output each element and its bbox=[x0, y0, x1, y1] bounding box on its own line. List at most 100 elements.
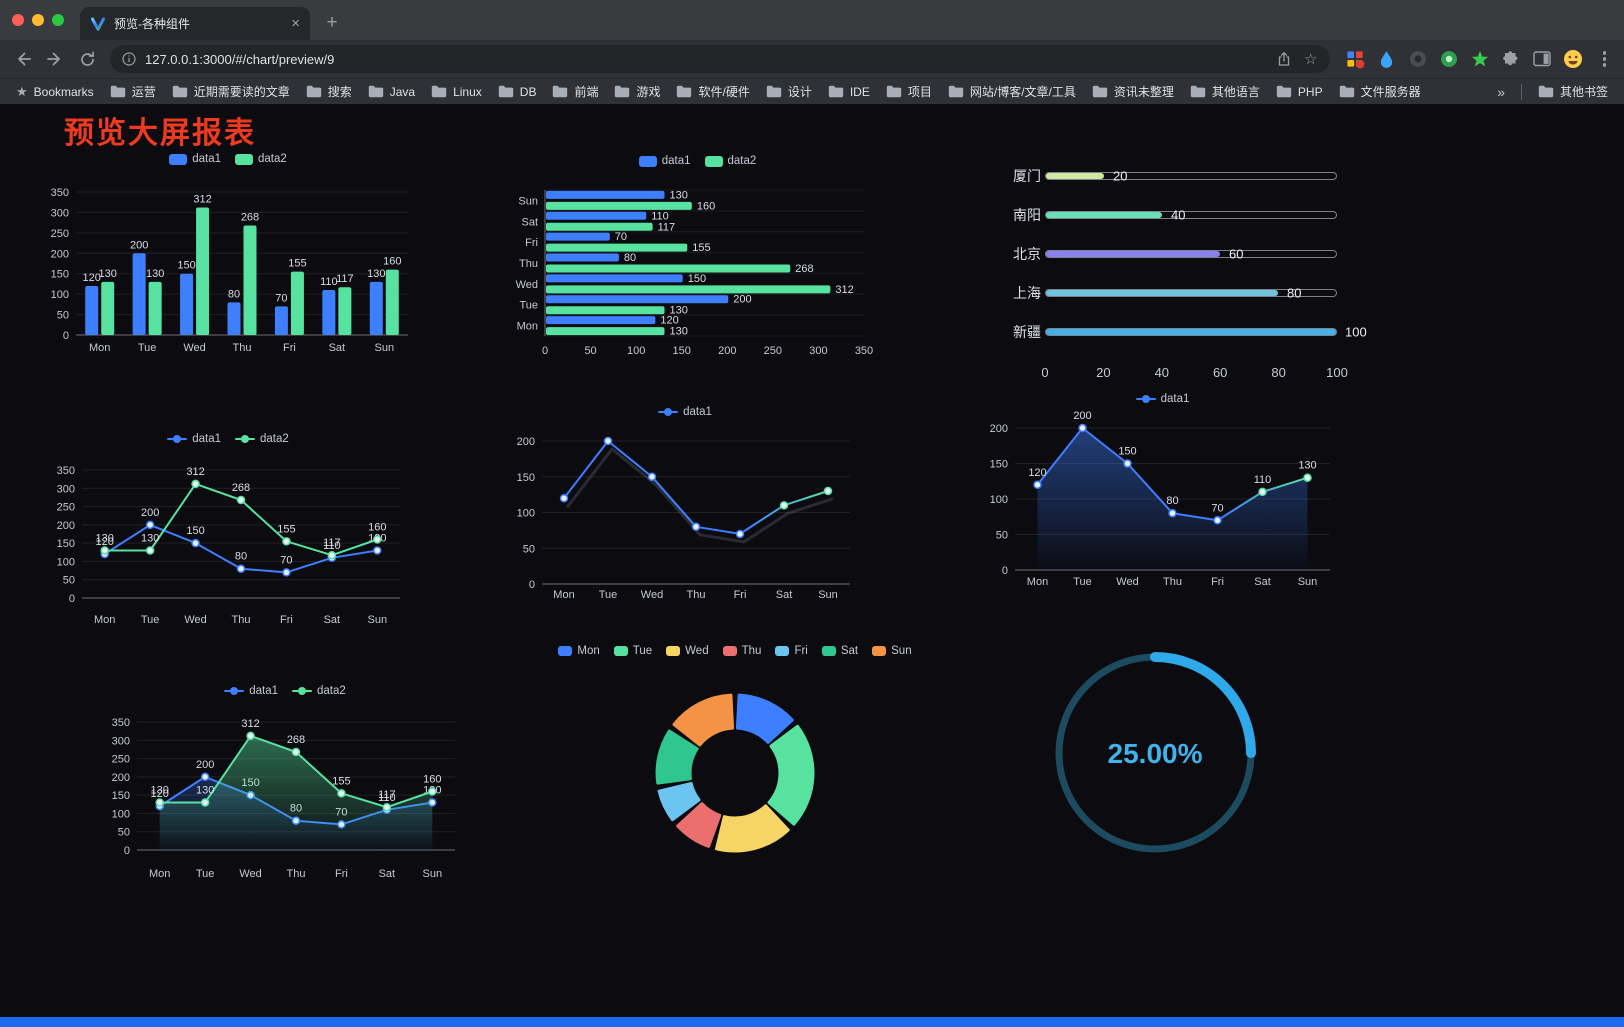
progress-track: 80 bbox=[1045, 285, 1337, 300]
bookmark-item[interactable]: DB bbox=[498, 85, 536, 99]
bookmark-item[interactable]: PHP bbox=[1276, 85, 1323, 99]
bookmark-item[interactable]: 近期需要读的文章 bbox=[172, 83, 290, 100]
bookmark-item[interactable]: 游戏 bbox=[614, 83, 660, 100]
chart-horizontal-bar: data1 data2 0 50 100 150 200 250 300 350 Mon 120 130… bbox=[505, 150, 890, 362]
forward-button[interactable] bbox=[40, 44, 70, 74]
progress-value: 80 bbox=[1287, 285, 1302, 300]
legend-item-Sun[interactable]: Sun bbox=[872, 645, 912, 657]
svg-text:300: 300 bbox=[51, 207, 69, 219]
donut-slice-Thu[interactable] bbox=[676, 802, 722, 848]
donut-slice-Sat[interactable] bbox=[655, 729, 699, 785]
new-tab-button[interactable]: + bbox=[326, 12, 338, 33]
donut-slice-Sun[interactable] bbox=[672, 693, 735, 747]
legend-item-data1[interactable]: data1 bbox=[1135, 393, 1189, 405]
other-bookmarks-item[interactable]: 其他书签 bbox=[1538, 83, 1608, 100]
legend-item-data2[interactable]: data2 bbox=[235, 433, 289, 445]
svg-text:150: 150 bbox=[186, 525, 204, 537]
bookmark-item[interactable]: 设计 bbox=[766, 83, 812, 100]
svg-text:268: 268 bbox=[287, 734, 305, 746]
legend-item-Tue[interactable]: Tue bbox=[613, 645, 653, 657]
profile-avatar-emoji-icon[interactable] bbox=[1563, 49, 1583, 69]
back-arrow-icon bbox=[18, 52, 31, 66]
svg-text:150: 150 bbox=[673, 345, 691, 357]
donut-slice-Mon[interactable] bbox=[735, 693, 794, 744]
bookmark-item[interactable]: IDE bbox=[828, 85, 870, 99]
bookmark-item[interactable]: 前端 bbox=[552, 83, 598, 100]
site-info-icon[interactable] bbox=[122, 52, 136, 66]
window-controls bbox=[12, 14, 64, 26]
bookmark-star-icon[interactable]: ☆ bbox=[1304, 50, 1318, 68]
bookmark-item[interactable]: 文件服务器 bbox=[1339, 83, 1421, 100]
refresh-button[interactable] bbox=[72, 44, 102, 74]
svg-text:200: 200 bbox=[112, 772, 130, 784]
bookmark-item[interactable]: Java bbox=[368, 85, 415, 99]
extension-dark-circle-icon[interactable] bbox=[1408, 49, 1428, 69]
chart-canvas: 050100150200250300350Mon120130Tue200130W… bbox=[51, 187, 408, 354]
legend-item-data1[interactable]: data1 bbox=[167, 433, 221, 445]
bookmark-item[interactable]: 搜索 bbox=[306, 83, 352, 100]
bookmark-item[interactable]: 资讯未整理 bbox=[1092, 83, 1174, 100]
svg-text:Mon: Mon bbox=[149, 868, 170, 880]
bookmarks-overflow-chevron[interactable]: » bbox=[1497, 83, 1505, 100]
svg-text:130: 130 bbox=[141, 532, 159, 544]
legend-label: Sun bbox=[891, 645, 912, 657]
dashboard-page: 预览大屏报表 data1 data2 0 50 100 150 200 250 300 350 Mo… bbox=[0, 104, 1624, 1027]
minimize-window-button[interactable] bbox=[32, 14, 44, 26]
svg-text:100: 100 bbox=[517, 508, 535, 520]
legend-item-Fri[interactable]: Fri bbox=[775, 645, 808, 657]
progress-track: 20 bbox=[1045, 168, 1337, 183]
donut-slice-Wed[interactable] bbox=[715, 804, 790, 853]
browser-menu-button[interactable] bbox=[1593, 51, 1617, 67]
bookmark-item[interactable]: 项目 bbox=[886, 83, 932, 100]
bookmark-item[interactable]: 运营 bbox=[110, 83, 156, 100]
extension-blue-drop-icon[interactable] bbox=[1377, 49, 1397, 69]
tab-favicon-icon bbox=[90, 16, 106, 32]
chart-legend: data1 bbox=[985, 393, 1340, 405]
legend-item-data2[interactable]: data2 bbox=[292, 685, 346, 697]
bookmark-item[interactable]: 软件/硬件 bbox=[676, 83, 750, 100]
chart-canvas: 25.00% bbox=[1055, 652, 1256, 853]
legend-item-Wed[interactable]: Wed bbox=[666, 645, 709, 657]
svg-text:Tue: Tue bbox=[196, 868, 215, 880]
legend-swatch bbox=[558, 646, 573, 656]
legend-item-data1[interactable]: data1 bbox=[658, 406, 712, 418]
legend-item-data1[interactable]: data1 bbox=[638, 155, 691, 167]
url-bar[interactable]: 127.0.0.1:3000/#/chart/preview/9 ☆ bbox=[110, 45, 1330, 73]
bookmark-item[interactable]: 网站/博客/文章/工具 bbox=[948, 83, 1076, 100]
extension-green-star-icon[interactable] bbox=[1470, 49, 1490, 69]
progress-value: 20 bbox=[1113, 168, 1128, 183]
axis-tick: 80 bbox=[1271, 365, 1286, 380]
bookmarks-root-item[interactable]: ★ Bookmarks bbox=[16, 85, 94, 99]
donut-slice-Tue[interactable] bbox=[767, 724, 815, 826]
bookmark-item[interactable]: Linux bbox=[431, 85, 482, 99]
svg-text:Fri: Fri bbox=[525, 237, 538, 249]
tab-close-icon[interactable]: × bbox=[291, 15, 300, 32]
extension-grid-apps-icon[interactable] bbox=[1346, 49, 1366, 69]
url-text[interactable]: 127.0.0.1:3000/#/chart/preview/9 bbox=[145, 51, 335, 67]
close-window-button[interactable] bbox=[12, 14, 24, 26]
legend-item-data1[interactable]: data1 bbox=[169, 153, 221, 165]
legend-item-Mon[interactable]: Mon bbox=[558, 645, 600, 657]
legend-item-data1[interactable]: data1 bbox=[224, 685, 278, 697]
donut-slice-Fri[interactable] bbox=[657, 782, 701, 822]
legend-label: Tue bbox=[632, 645, 653, 657]
bookmark-item[interactable]: 其他语言 bbox=[1190, 83, 1260, 100]
share-icon[interactable] bbox=[1276, 51, 1292, 67]
browser-tab[interactable]: 预览-各种组件 × bbox=[80, 7, 310, 40]
legend-item-data2[interactable]: data2 bbox=[704, 155, 756, 167]
extensions-puzzle-icon[interactable] bbox=[1501, 49, 1521, 69]
side-panel-icon[interactable] bbox=[1532, 49, 1552, 69]
svg-text:50: 50 bbox=[57, 310, 69, 322]
back-button[interactable] bbox=[8, 44, 38, 74]
legend-item-data2[interactable]: data2 bbox=[235, 153, 287, 165]
svg-text:268: 268 bbox=[232, 482, 250, 494]
svg-text:150: 150 bbox=[177, 260, 195, 272]
omnibox-actions: ☆ bbox=[1276, 50, 1318, 68]
svg-text:155: 155 bbox=[332, 775, 350, 787]
legend-item-Thu[interactable]: Thu bbox=[722, 645, 761, 657]
zoom-window-button[interactable] bbox=[52, 14, 64, 26]
extension-green-circle-icon[interactable] bbox=[1439, 49, 1459, 69]
svg-text:130: 130 bbox=[196, 784, 214, 796]
legend-label: data2 bbox=[258, 153, 287, 165]
legend-item-Sat[interactable]: Sat bbox=[821, 645, 858, 657]
